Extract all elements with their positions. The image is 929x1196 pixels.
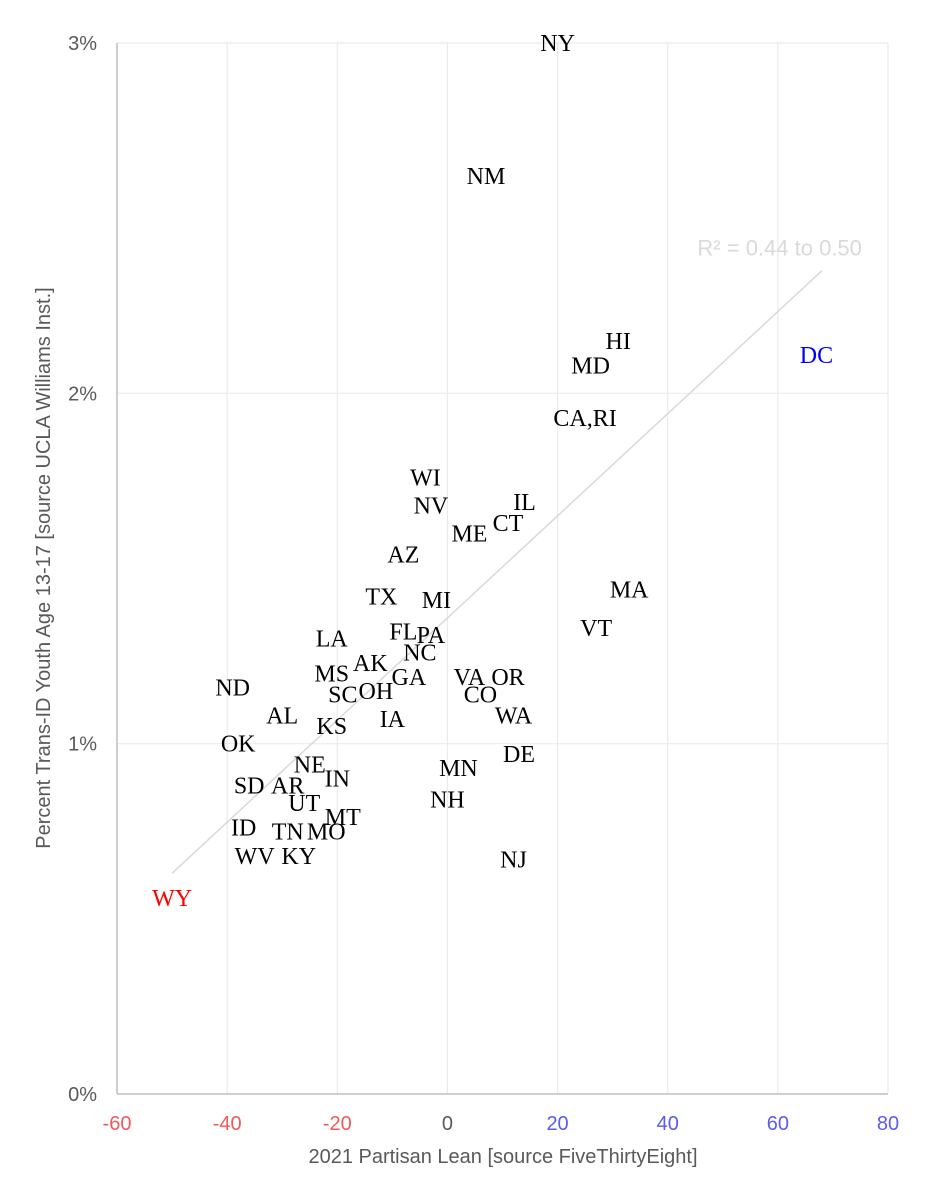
x-axis-title: 2021 Partisan Lean [source FiveThirtyEig… [308, 1146, 697, 1168]
point-label-ga: GA [392, 665, 427, 691]
point-label-ar: AR [271, 774, 304, 800]
point-label-or: OR [491, 665, 524, 691]
y-tick-label: 1% [68, 734, 97, 756]
point-label-va: VA [454, 665, 486, 691]
point-label-nd: ND [215, 676, 250, 702]
point-label-me: ME [451, 521, 487, 547]
point-label-ms: MS [314, 662, 349, 688]
point-label-tx: TX [365, 585, 397, 611]
x-tick-label: -60 [103, 1113, 132, 1135]
gridlines [117, 42, 889, 1094]
point-label-ca-ri: CA,RI [553, 406, 616, 432]
trendline-group: R² = 0.44 to 0.50 [171, 236, 862, 874]
point-label-mi: MI [422, 588, 451, 614]
point-label-md: MD [571, 353, 610, 379]
point-label-ky: KY [281, 844, 316, 870]
point-label-dc: DC [800, 343, 833, 369]
point-label-pa: PA [417, 623, 446, 649]
point-label-ny: NY [540, 31, 575, 57]
x-tick-label: 80 [877, 1113, 899, 1135]
point-label-nc: NC [403, 641, 436, 667]
point-label-il: IL [513, 490, 536, 516]
point-label-nv: NV [414, 493, 449, 519]
x-tick-label: 60 [767, 1113, 789, 1135]
x-tick-label: 20 [546, 1113, 568, 1135]
point-label-de: DE [503, 742, 535, 768]
point-label-co: CO [464, 683, 497, 709]
point-label-sc: SC [328, 683, 357, 709]
point-label-tn: TN [272, 819, 304, 845]
point-label-in: IN [325, 767, 350, 793]
point-label-hi: HI [605, 329, 630, 355]
x-tick-label: 40 [657, 1113, 679, 1135]
point-label-sd: SD [234, 774, 265, 800]
point-label-az: AZ [387, 542, 419, 568]
point-label-ne: NE [294, 753, 326, 779]
point-label-ut: UT [288, 791, 320, 817]
point-label-nm: NM [467, 164, 506, 190]
point-label-ia: IA [380, 707, 406, 733]
point-label-oh: OH [358, 679, 393, 705]
point-label-fl: FL [389, 620, 417, 646]
trendline [171, 270, 823, 874]
point-label-mt: MT [325, 805, 361, 831]
point-label-ak: AK [353, 651, 388, 677]
point-label-ks: KS [316, 714, 347, 740]
point-label-ct: CT [493, 511, 524, 537]
point-label-mn: MN [439, 756, 478, 782]
point-label-mo: MO [307, 819, 346, 845]
y-tick-label: 3% [68, 33, 97, 55]
y-tick-label: 0% [68, 1084, 97, 1106]
point-label-nh: NH [430, 788, 465, 814]
point-label-wy: WY [152, 886, 192, 912]
point-label-id: ID [231, 816, 256, 842]
axes: -60 -40 -20 0 20 40 60 80 0% 1% 2% 3% [68, 33, 899, 1135]
point-label-nj: NJ [500, 847, 527, 873]
x-tick-label: -40 [213, 1113, 242, 1135]
point-label-ok: OK [221, 732, 256, 758]
r-squared-label: R² = 0.44 to 0.50 [697, 236, 862, 261]
point-label-ma: MA [610, 578, 649, 604]
point-label-wa: WA [495, 704, 533, 730]
y-tick-label: 2% [68, 383, 97, 405]
point-label-vt: VT [580, 616, 612, 642]
point-label-al: AL [266, 704, 298, 730]
point-label-wi: WI [410, 465, 441, 491]
x-tick-label: -20 [323, 1113, 352, 1135]
point-label-wv: WV [235, 844, 276, 870]
y-axis-title: Percent Trans-ID Youth Age 13-17 [source… [33, 287, 55, 848]
point-label-la: LA [316, 627, 349, 653]
x-tick-label: 0 [442, 1113, 453, 1135]
